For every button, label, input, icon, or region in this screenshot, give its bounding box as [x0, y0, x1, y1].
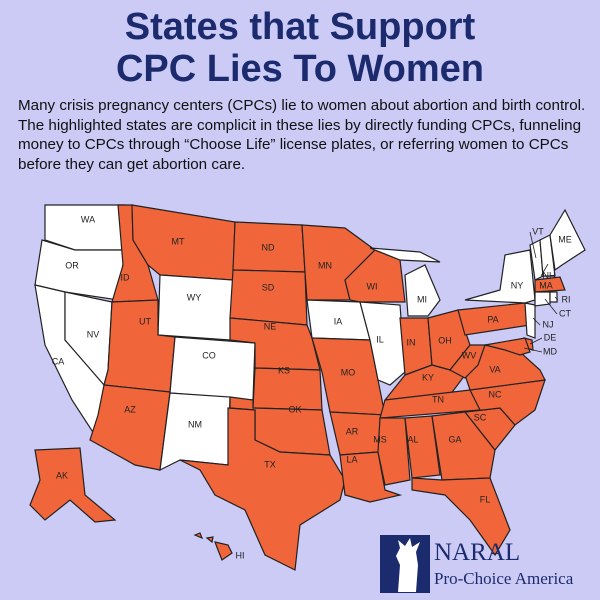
state-label: MS — [373, 434, 387, 444]
state-label: CA — [52, 356, 65, 366]
state-label: WA — [81, 214, 95, 224]
state-shape — [89, 384, 171, 471]
state-label: OR — [65, 260, 79, 270]
state-label: IN — [407, 337, 416, 347]
logo: NARAL Pro-Choice America — [380, 535, 574, 593]
leader-line — [523, 347, 543, 353]
state-label: AZ — [124, 404, 136, 414]
state-label: UT — [139, 316, 151, 326]
state-shape — [404, 415, 441, 479]
state-label: MO — [341, 367, 356, 377]
state-label: IA — [334, 316, 343, 326]
leader-line — [532, 317, 541, 326]
state-label: NC — [489, 389, 502, 399]
state-shape — [193, 532, 204, 540]
state-label: MI — [417, 294, 427, 304]
state-label: MD — [543, 346, 557, 356]
state-shape — [449, 344, 486, 379]
title: States that Support CPC Lies To Women — [0, 6, 600, 90]
state-shape — [169, 336, 256, 401]
state-layer: WA OR CA NV ID MT WY UT CO AZ NM ND SD NE KS OK TX MN IA MO… — [29, 204, 586, 571]
state-shape — [205, 536, 214, 544]
state-label: MA — [539, 280, 553, 290]
state-shape — [411, 477, 511, 557]
state-label: GA — [448, 434, 461, 444]
state-label: NV — [87, 329, 100, 339]
leader-line — [554, 296, 559, 301]
state-label: AL — [407, 434, 418, 444]
leader-line — [529, 231, 537, 259]
leader-line — [529, 337, 543, 345]
state-label: TX — [264, 459, 276, 469]
state-label: CT — [559, 308, 571, 318]
title-line: States that Support — [124, 6, 476, 48]
state-label: NY — [511, 280, 524, 290]
state-label: ME — [558, 234, 572, 244]
state-shape — [484, 337, 531, 356]
state-label: KY — [422, 372, 434, 382]
leader-line — [540, 263, 549, 277]
state-shape — [377, 417, 411, 486]
state-label: KS — [278, 365, 290, 375]
logo-icon — [396, 538, 420, 592]
state-shape — [369, 247, 441, 263]
state-shape — [29, 447, 117, 523]
state-label: OH — [438, 335, 452, 345]
state-label: WV — [462, 350, 477, 360]
state-label: VT — [532, 226, 544, 236]
state-label: TN — [432, 394, 444, 404]
state-shape — [404, 264, 441, 317]
state-label: SC — [474, 412, 487, 422]
state-label: FL — [480, 494, 491, 504]
state-shape — [534, 291, 551, 307]
state-label: OK — [288, 404, 301, 414]
state-label: WY — [187, 292, 202, 302]
state-label: AR — [346, 426, 359, 436]
state-label: NE — [264, 321, 277, 331]
state-label: AK — [56, 470, 68, 480]
state-label: RI — [562, 294, 571, 304]
state-label: MT — [172, 236, 185, 246]
state-label: ID — [121, 272, 131, 282]
state-shape — [524, 302, 536, 339]
state-shape — [549, 208, 586, 272]
state-shape — [464, 249, 536, 304]
state-label: WI — [367, 281, 378, 291]
state-label: LA — [346, 454, 357, 464]
state-label: HI — [236, 550, 245, 560]
title-line: CPC Lies To Women — [115, 48, 485, 90]
description: Many crisis pregnancy centers (CPCs) lie… — [18, 97, 586, 173]
state-shape — [44, 204, 126, 251]
state-label: NJ — [543, 319, 554, 329]
state-shape — [157, 274, 234, 341]
state-shape — [464, 379, 546, 426]
state-shape — [534, 276, 566, 293]
state-shape — [214, 541, 233, 561]
state-label: SD — [262, 282, 275, 292]
state-label: IL — [376, 334, 384, 344]
state-label: CO — [202, 350, 216, 360]
leader-line — [544, 298, 558, 315]
logo-tagline: Pro-Choice America — [434, 569, 574, 588]
state-label: PA — [487, 314, 498, 324]
state-label: MN — [318, 260, 332, 270]
state-shape — [229, 269, 308, 326]
state-label: DE — [544, 332, 557, 342]
state-label: NM — [188, 419, 202, 429]
state-shape — [179, 407, 346, 571]
state-shape — [159, 392, 231, 472]
state-label: VA — [489, 364, 500, 374]
state-label: ND — [262, 242, 275, 252]
state-label: NH — [543, 270, 556, 280]
logo-name: NARAL — [434, 539, 520, 566]
state-shape — [549, 291, 558, 303]
state-shape — [359, 301, 406, 386]
state-shape — [431, 411, 496, 481]
